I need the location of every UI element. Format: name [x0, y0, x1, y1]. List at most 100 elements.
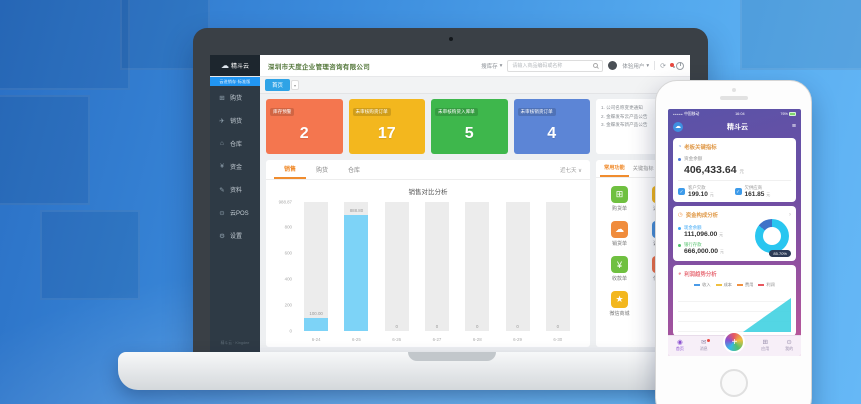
- phone-tabbar: ◉ 首页 ✉ 消息 + ⊞ 应用 ⊙ 我的: [668, 331, 801, 356]
- kpi-card-inbound-orders[interactable]: 未审核购货入库单 5: [431, 99, 508, 154]
- phone-status-bar: ●●●●● 中国移动 16:04 76%: [668, 109, 801, 119]
- yen-icon: ¥: [220, 163, 224, 170]
- quick-action-label: 购货单: [611, 206, 627, 212]
- kpi-card-stock-alert[interactable]: 库存预警 2: [266, 99, 343, 154]
- tab-apps[interactable]: ⊞ 应用: [761, 339, 769, 353]
- cart-icon: ⊞: [611, 186, 628, 203]
- sidebar-item-cloudpos[interactable]: ⊙ 云POS: [210, 201, 260, 224]
- analysis-tabs: 销售 购货 仓库 近七天 ∨: [266, 160, 590, 180]
- notification-badge: [706, 338, 710, 342]
- legend-label: 收入: [702, 282, 711, 287]
- kpi-value: 4: [547, 125, 557, 142]
- clock-pie-icon: ◷: [678, 212, 683, 218]
- background-crate: [740, 0, 861, 70]
- phone-mockup: ●●●●● 中国移动 16:04 76% ☁ 精斗云 ≡ ◔ 老板关键指标 资金…: [655, 80, 812, 404]
- message-icon: ✉: [700, 338, 707, 346]
- quick-action-label: 微信商城: [609, 311, 630, 317]
- bullet-dot: [678, 243, 681, 247]
- bar-column: 100.00: [304, 202, 329, 331]
- chart-title: 销售对比分析: [408, 189, 448, 196]
- x-axis: 6-24 6-25 6-26 6-27 6-28 6-29 6-30: [296, 337, 578, 342]
- tab-label: 消息: [699, 346, 708, 352]
- x-tick: 6-26: [392, 337, 402, 342]
- tab-profile[interactable]: ⊙ 我的: [785, 339, 793, 353]
- quick-action-purchase-order[interactable]: ⊞ 购货单: [600, 186, 639, 212]
- background-crate: [0, 95, 90, 205]
- pie-icon: ◔: [678, 144, 682, 150]
- search-category-select[interactable]: 搜库存 ▾: [481, 62, 502, 70]
- check-icon: ✓: [678, 188, 685, 195]
- sidebar-item-purchase[interactable]: ⊞ 购货: [210, 86, 260, 109]
- metric-label: 银行存款: [684, 242, 702, 247]
- sidebar-item-funds[interactable]: ¥ 资金: [210, 155, 260, 178]
- quick-action-sales-order[interactable]: ☁ 销货单: [600, 221, 639, 247]
- tab-home[interactable]: ◉ 首页: [676, 338, 684, 353]
- home-icon: ◉: [677, 338, 683, 346]
- y-tick: 988.87: [278, 199, 292, 205]
- profit-trend-card[interactable]: ◕ 利润趋势分析 收入 成本 费用 利润: [673, 265, 796, 336]
- open-tabs-bar: 首页 ▾: [260, 77, 690, 94]
- sidebar: 云进销存·标准版 ⊞ 购货 ✈ 销货 ⌂ 仓库 ¥ 资金 ✎ 资料 ⊙: [210, 77, 260, 352]
- tab-sales[interactable]: 销售: [274, 160, 307, 179]
- bar-value-label: 888.80: [349, 208, 364, 214]
- laptop-screen: ☁ 精斗云 深圳市天度企业管理咨询有限公司 搜库存 ▾ 请输入商品编码或名称 体…: [210, 55, 690, 352]
- add-action-button[interactable]: +: [723, 331, 746, 353]
- notice-item[interactable]: 3. 金蝶发布新产品公告: [601, 122, 648, 128]
- home-button[interactable]: [719, 369, 748, 397]
- hamburger-menu-icon[interactable]: ≡: [791, 123, 796, 130]
- chevron-right-icon[interactable]: ›: [789, 212, 791, 218]
- tab-warehouse[interactable]: 仓库: [348, 168, 361, 174]
- kpi-row: 库存预警 2 未审核购货订单 17 未审核购货入库单 5 未审核销货订单: [266, 99, 684, 154]
- battery-percent: 76%: [780, 112, 788, 116]
- date-range-select[interactable]: 近七天 ∨: [559, 167, 582, 174]
- customer-debt-col: ✓ 客户欠款 199.10 元: [678, 185, 735, 198]
- tab-home[interactable]: 首页: [265, 79, 291, 91]
- pos-icon: ⊙: [219, 209, 225, 217]
- kpi-card-purchase-orders[interactable]: 未审核购货订单 17: [348, 99, 425, 154]
- kpi-value: 5: [464, 125, 474, 142]
- tab-purchase[interactable]: 购货: [316, 168, 329, 174]
- kpi-card-sales-orders[interactable]: 未审核销货订单 4: [513, 99, 590, 154]
- phone-speaker: [719, 96, 748, 100]
- bullet-dot: [678, 226, 681, 230]
- notice-item[interactable]: 2. 金蝶发布云产品公告: [601, 113, 648, 119]
- pencil-icon: ✎: [219, 186, 225, 194]
- legend-label: 费用: [745, 282, 754, 287]
- search-icon[interactable]: [593, 63, 599, 68]
- x-tick: 6-28: [472, 337, 482, 342]
- sidebar-item-label: 资金: [230, 165, 243, 171]
- cloud-icon[interactable]: ☁: [673, 121, 683, 132]
- sidebar-item-sales[interactable]: ✈ 销货: [210, 109, 260, 132]
- refresh-icon[interactable]: ⟳: [660, 62, 666, 70]
- company-name: 深圳市天度企业管理咨询有限公司: [268, 63, 370, 71]
- sidebar-item-settings[interactable]: ⚙ 设置: [210, 224, 260, 247]
- sidebar-item-warehouse[interactable]: ⌂ 仓库: [210, 132, 260, 155]
- bar-column: 888.80: [344, 202, 369, 331]
- tab-key-metrics[interactable]: 关键指标: [632, 166, 654, 172]
- tab-common-functions[interactable]: 常用功能: [600, 160, 629, 177]
- avatar[interactable]: [608, 61, 618, 70]
- sidebar-item-data[interactable]: ✎ 资料: [210, 178, 260, 201]
- phone-app-title: 精斗云: [726, 123, 748, 131]
- cloud-icon: ☁: [611, 221, 628, 238]
- sales-analysis-panel: 销售 购货 仓库 近七天 ∨ 销售对比分析 988.87 800 600 400 200…: [266, 160, 590, 347]
- funds-composition-card[interactable]: ◷ 资金构成分析 › 现金余额 111,096.00 元 银行存款 666,00…: [673, 206, 796, 261]
- tab-dropdown[interactable]: ▾: [291, 80, 300, 90]
- user-menu[interactable]: 体验用户 ▾: [622, 62, 649, 70]
- quick-action-receipt[interactable]: ¥ 收款单: [600, 256, 639, 282]
- bar-column: 0: [545, 202, 570, 331]
- boss-metrics-card[interactable]: ◔ 老板关键指标 资金余额 406,433.64 元 ✓ 客户欠款 199.10…: [673, 138, 796, 202]
- tab-messages[interactable]: ✉ 消息: [699, 338, 710, 353]
- legend-label: 成本: [723, 282, 732, 287]
- quick-action-wechat-mall[interactable]: ★ 微信商城: [600, 291, 639, 317]
- bank-value: 666,000.00: [684, 248, 719, 255]
- search-input[interactable]: 请输入商品编码或名称: [507, 59, 604, 72]
- bar-value-label: 0: [476, 324, 479, 329]
- clock-label: 16:04: [735, 112, 745, 116]
- laptop-base-notch: [408, 352, 496, 361]
- notice-item[interactable]: 1. 公司名称变更通知: [601, 105, 643, 110]
- bar-value-label: 0: [516, 324, 519, 329]
- logout-power-icon[interactable]: [676, 61, 684, 70]
- donut-percent-badge: 85.70%: [769, 250, 791, 257]
- sidebar-item-label: 云POS: [230, 211, 249, 217]
